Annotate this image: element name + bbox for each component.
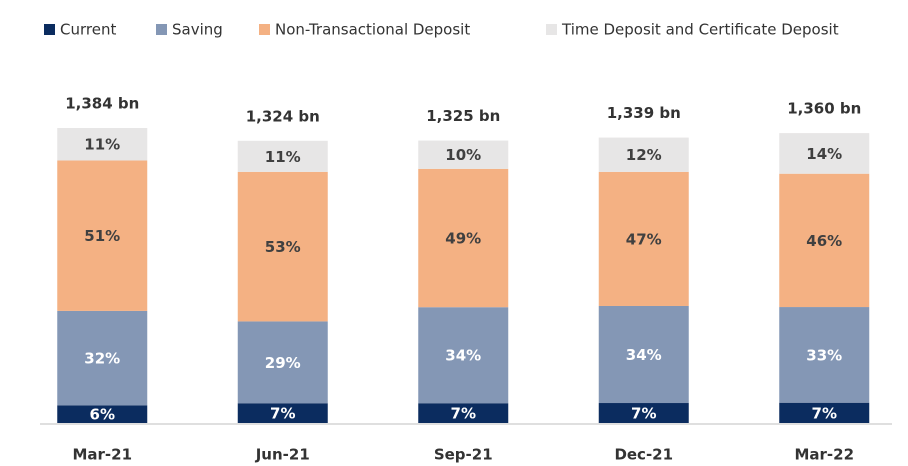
bar-segment	[237, 403, 328, 423]
data-label: 12%	[626, 146, 662, 164]
total-label: 1,339 bn	[607, 104, 681, 122]
x-tick-label: Mar-21	[72, 446, 132, 464]
total-label: 1,325 bn	[426, 107, 500, 125]
data-label: 34%	[626, 346, 662, 364]
bar-segment	[57, 160, 148, 311]
bar-segment	[418, 168, 509, 308]
x-tick-label: Jun-21	[255, 446, 310, 464]
data-label: 29%	[265, 354, 301, 372]
legend-swatch	[546, 24, 557, 35]
data-label: 53%	[265, 238, 301, 256]
legend-label: Time Deposit and Certificate Deposit	[561, 21, 839, 39]
data-label: 7%	[270, 405, 295, 423]
bar-segment	[779, 133, 870, 174]
legend-label: Saving	[172, 21, 223, 39]
legend-swatch	[259, 24, 270, 35]
bar-segment	[779, 402, 870, 423]
data-label: 46%	[806, 232, 842, 250]
bar-segment	[57, 128, 148, 161]
bar-segment	[598, 137, 689, 172]
legend-label: Non-Transactional Deposit	[275, 21, 470, 39]
legend-swatch	[156, 24, 167, 35]
data-label: 34%	[445, 347, 481, 365]
bar-segment	[598, 305, 689, 404]
legend-swatch	[44, 24, 55, 35]
bar-segment	[237, 321, 328, 404]
bar-segment	[237, 140, 328, 172]
bar-segment	[418, 307, 509, 404]
data-label: 10%	[445, 146, 481, 164]
data-label: 49%	[445, 230, 481, 248]
data-label: 6%	[90, 406, 115, 424]
total-label: 1,360 bn	[787, 100, 861, 118]
data-label: 11%	[265, 148, 301, 166]
bar-segment	[237, 171, 328, 322]
bar-segment	[598, 403, 689, 423]
data-label: 51%	[84, 227, 120, 245]
bar-segment	[779, 173, 870, 308]
bar-segment	[418, 140, 509, 169]
data-label: 7%	[451, 405, 476, 423]
data-label: 32%	[84, 350, 120, 368]
total-label: 1,384 bn	[65, 95, 139, 113]
data-label: 33%	[806, 346, 842, 364]
x-tick-label: Sep-21	[434, 446, 493, 464]
x-tick-label: Mar-22	[794, 446, 854, 464]
bar-segment	[598, 171, 689, 306]
bar-segment	[57, 405, 148, 423]
data-label: 11%	[84, 136, 120, 154]
data-label: 14%	[806, 145, 842, 163]
data-label: 7%	[631, 405, 656, 423]
data-label: 47%	[626, 230, 662, 248]
bar-segment	[779, 307, 870, 403]
bar-segment	[418, 403, 509, 423]
x-tick-label: Dec-21	[614, 446, 673, 464]
data-label: 7%	[812, 404, 837, 422]
total-label: 1,324 bn	[246, 107, 320, 125]
legend-label: Current	[60, 21, 116, 39]
bar-segment	[57, 310, 148, 406]
